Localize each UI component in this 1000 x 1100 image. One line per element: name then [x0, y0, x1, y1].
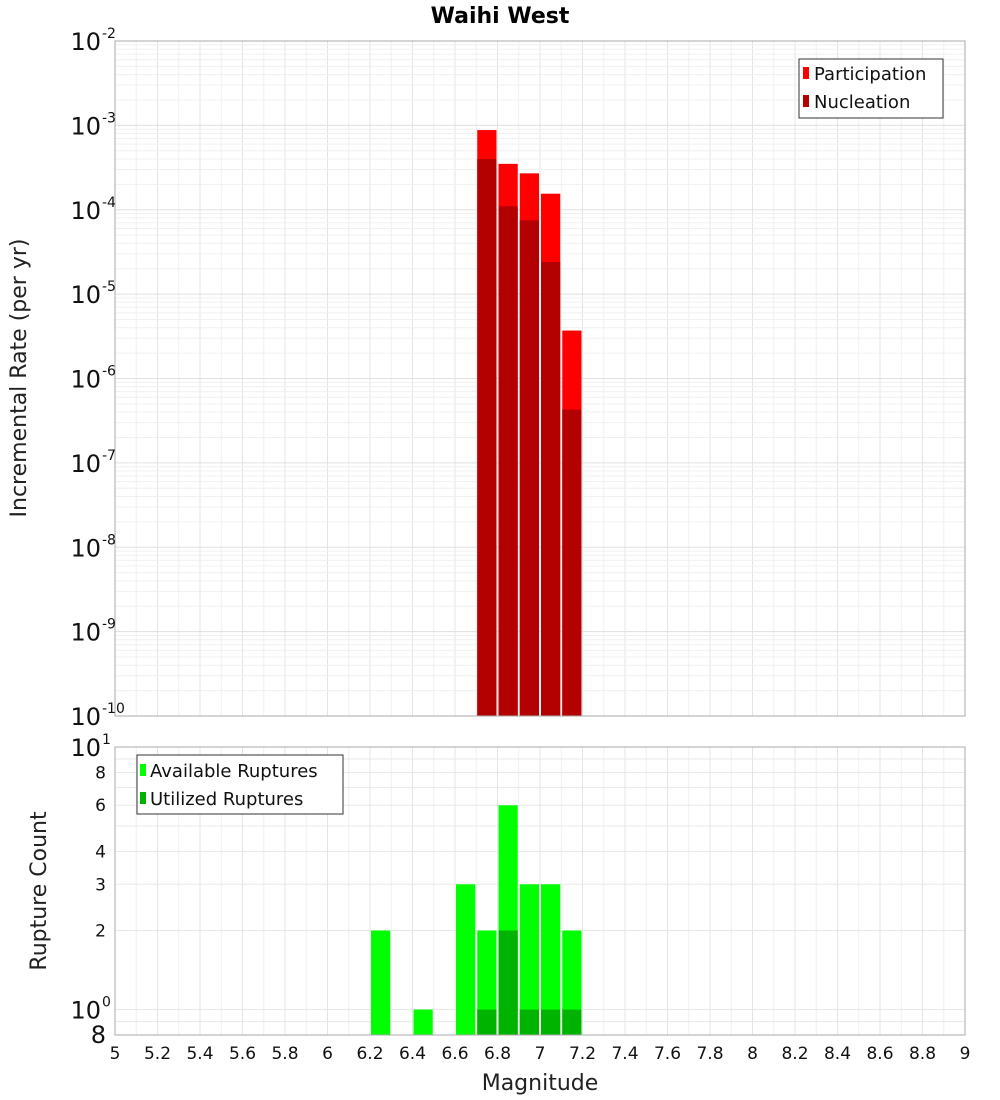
rate-y-axis-label: Incremental Rate (per yr) [7, 239, 32, 518]
count-plot-border [114, 746, 966, 1036]
x-tick-label: 6.2 [356, 1044, 383, 1064]
count-series-1-bar [541, 1009, 561, 1035]
rate-series-1-bar [519, 220, 539, 717]
count-y-tick-label: 2 [95, 922, 106, 942]
count-series-0-bar [413, 1009, 433, 1035]
x-tick-label: 7.4 [611, 1044, 638, 1064]
rate-legend-box [798, 58, 944, 119]
x-tick-label: 7 [535, 1044, 546, 1064]
rate-y-tick-exponent: -4 [102, 195, 116, 211]
legend-nucleation-label: Nucleation [814, 92, 910, 113]
x-tick-label: 5.6 [229, 1044, 256, 1064]
count-y-tick-exponent: 1 [102, 732, 111, 748]
legend-available-label: Available Ruptures [150, 761, 318, 782]
rate-y-tick-exponent: -8 [102, 532, 116, 548]
rate-y-tick-base: 10 [70, 197, 101, 225]
x-tick-label: 5.4 [186, 1044, 213, 1064]
legend-utilized-label: Utilized Ruptures [150, 789, 303, 810]
rate-plot-border [114, 40, 966, 717]
x-tick-label: 5 [110, 1044, 121, 1064]
count-legend: Available Ruptures Utilized Ruptures [136, 754, 344, 815]
legend-available-swatch [140, 764, 146, 776]
legend-utilized-swatch [140, 792, 146, 804]
rate-series-1-bar [498, 206, 518, 716]
rate-y-tick-exponent: -6 [102, 364, 116, 380]
x-tick-label: 5.8 [271, 1044, 298, 1064]
x-tick-label: 6.8 [484, 1044, 511, 1064]
x-tick-label: 8.2 [781, 1044, 808, 1064]
count-series-0-bar [519, 884, 539, 1035]
x-axis-label: Magnitude [482, 1071, 599, 1096]
count-series-0-bar [541, 884, 561, 1035]
count-series-1-bar [498, 930, 518, 1035]
count-bars [371, 805, 582, 1035]
x-tick-label: 8 [747, 1044, 758, 1064]
count-y-tick-label: 4 [95, 842, 106, 862]
chart-title: Waihi West [431, 4, 570, 29]
rate-y-tick-base: 10 [70, 619, 101, 647]
rate-y-tick-base: 10 [70, 112, 101, 140]
x-tick-label: 7.8 [696, 1044, 723, 1064]
rate-y-tick-exponent: -7 [102, 448, 116, 464]
count-y-tick-label: 8 [95, 763, 106, 783]
rate-y-tick-exponent: -9 [102, 617, 116, 633]
rate-y-tick-exponent: -3 [102, 110, 116, 126]
count-y-tick-label: 8 [91, 1021, 106, 1049]
x-tick-labels: 5 5.2 5.4 5.6 5.8 6 6.2 6.4 6.6 6.8 7 7.2 7.4 7.6 7.8 8… [110, 1044, 971, 1064]
rate-series-1-bar [477, 158, 497, 717]
rate-legend: Participation Nucleation [798, 58, 944, 119]
x-tick-label: 8.8 [909, 1044, 936, 1064]
count-series-0-bar [456, 884, 476, 1035]
x-tick-label: 6.4 [399, 1044, 426, 1064]
x-tick-label: 8.4 [824, 1044, 851, 1064]
rate-y-tick-exponent: -10 [102, 701, 125, 717]
count-y-tick-exponent: 0 [102, 995, 111, 1011]
rate-y-tick-exponent: -2 [102, 26, 116, 42]
rate-y-tick-base: 10 [70, 281, 101, 309]
rate-series-1-bar [541, 262, 561, 716]
rate-series-1-bar [562, 409, 582, 716]
x-tick-label: 5.2 [144, 1044, 171, 1064]
count-y-axis-label: Rupture Count [27, 811, 52, 971]
x-tick-label: 6.6 [441, 1044, 468, 1064]
count-series-1-bar [477, 1009, 497, 1035]
count-series-1-bar [562, 1009, 582, 1035]
count-series-0-bar [477, 930, 497, 1035]
rate-y-tick-exponent: -5 [102, 279, 116, 295]
rate-y-tick-base: 10 [70, 450, 101, 478]
rate-bars [477, 130, 582, 717]
count-y-tick-base: 10 [70, 734, 101, 762]
rate-y-tick-base: 10 [70, 28, 101, 56]
legend-nucleation-swatch [803, 95, 809, 107]
count-y-tick-base: 10 [70, 997, 101, 1025]
count-series-0-bar [371, 930, 391, 1035]
x-tick-label: 9 [960, 1044, 971, 1064]
legend-participation-swatch [803, 67, 809, 79]
count-legend-box [136, 754, 344, 815]
x-tick-label: 6 [322, 1044, 333, 1064]
x-tick-label: 8.6 [866, 1044, 893, 1064]
count-series-0-bar [562, 930, 582, 1035]
rate-y-tick-base: 10 [70, 366, 101, 394]
legend-participation-label: Participation [814, 64, 926, 85]
count-series-1-bar [519, 1009, 539, 1035]
count-y-tick-label: 6 [95, 796, 106, 816]
x-tick-label: 7.6 [654, 1044, 681, 1064]
rate-y-tick-base: 10 [70, 534, 101, 562]
x-tick-label: 7.2 [569, 1044, 596, 1064]
rate-gridlines [114, 41, 966, 717]
count-y-tick-label: 3 [95, 875, 106, 895]
rate-y-tick-base: 10 [70, 703, 101, 731]
